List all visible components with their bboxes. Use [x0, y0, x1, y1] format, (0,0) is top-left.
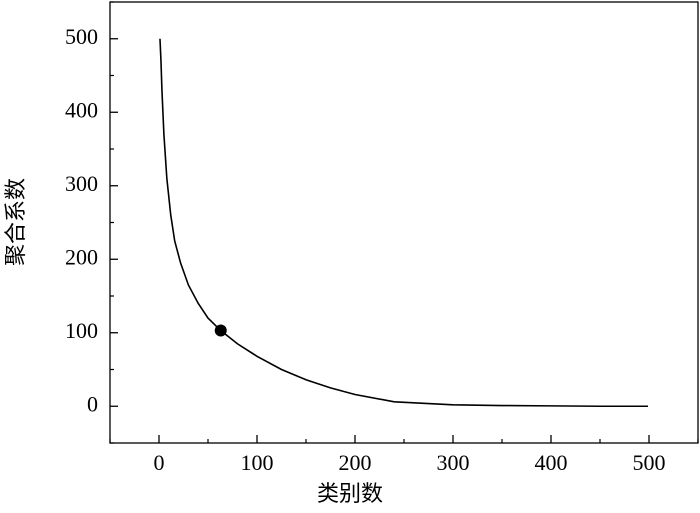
y-tick-label: 500 [65, 24, 98, 49]
y-tick-label: 200 [65, 244, 98, 269]
x-axis-label: 类别数 [317, 481, 383, 506]
y-tick-label: 100 [65, 318, 98, 343]
highlight-point [214, 324, 227, 337]
y-tick-label: 300 [65, 171, 98, 196]
y-tick-label: 0 [87, 391, 98, 416]
plot-frame [109, 1, 699, 444]
x-tick-label: 200 [339, 450, 372, 475]
x-tick-label: 100 [241, 450, 274, 475]
x-tick-label: 500 [633, 450, 666, 475]
x-tick-label: 400 [535, 450, 568, 475]
y-axis-label: 聚合系数 [3, 178, 28, 266]
x-tick-label: 0 [154, 450, 165, 475]
x-tick-label: 300 [437, 450, 470, 475]
curve [159, 38, 649, 408]
y-tick-label: 400 [65, 97, 98, 122]
